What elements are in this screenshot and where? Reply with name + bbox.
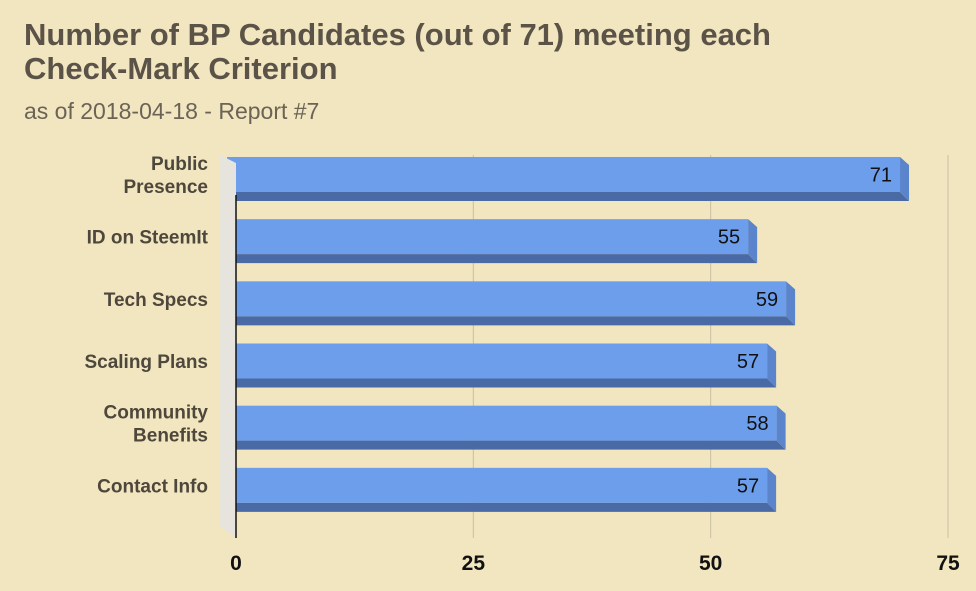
bar-bottom xyxy=(227,192,910,201)
bar-bottom xyxy=(227,502,777,512)
category-label: Contact Info xyxy=(97,476,208,497)
chart-title-line-2: Check-Mark Criterion xyxy=(24,51,338,86)
x-tick-label: 50 xyxy=(699,552,722,575)
bar-bottom xyxy=(227,316,796,326)
bar: 59 xyxy=(227,281,796,326)
category-label: ID on SteemIt xyxy=(87,228,209,249)
bar-bottom xyxy=(227,378,777,388)
bar-face xyxy=(227,157,901,192)
bar-face xyxy=(227,343,768,379)
bar: 57 xyxy=(227,467,777,512)
data-label: 58 xyxy=(746,413,768,435)
category-label: Public Presence xyxy=(123,154,208,198)
bar-face xyxy=(227,219,749,255)
category-label-line: Tech Specs xyxy=(104,290,208,311)
bar-side xyxy=(748,219,758,264)
chart-title-line-1: Number of BP Candidates (out of 71) meet… xyxy=(24,17,771,52)
x-tick-labels: 0 25 50 75 xyxy=(230,552,960,575)
bars: 71 55 59 57 58 57 xyxy=(227,157,910,512)
bar: 57 xyxy=(227,343,777,388)
data-label: 59 xyxy=(756,289,778,311)
bar-face xyxy=(227,467,768,503)
category-label: Scaling Plans xyxy=(84,352,208,373)
bar-face xyxy=(227,281,787,317)
bar-side xyxy=(767,467,777,512)
category-label: Tech Specs xyxy=(104,290,208,311)
category-labels: Public Presence ID on SteemIt Tech Specs Sca… xyxy=(84,154,208,497)
bar-face xyxy=(227,405,777,441)
data-label: 55 xyxy=(718,227,740,249)
bar: 58 xyxy=(227,405,786,450)
data-label: 57 xyxy=(737,475,759,497)
data-label: 71 xyxy=(870,165,892,187)
x-tick-label: 0 xyxy=(230,552,242,575)
bar-side xyxy=(767,343,777,388)
bar-bottom xyxy=(227,440,786,450)
category-label-line: Community xyxy=(104,403,209,424)
category-label-line: Contact Info xyxy=(97,476,208,497)
bar-side xyxy=(786,281,796,326)
bar: 55 xyxy=(227,219,758,264)
category-label-line: ID on SteemIt xyxy=(87,228,209,249)
category-label-line: Benefits xyxy=(133,426,208,447)
chart-title: Number of BP Candidates (out of 71) meet… xyxy=(24,18,924,86)
category-label: Community Benefits xyxy=(104,403,209,447)
x-tick-label: 25 xyxy=(462,552,486,575)
axis-wall xyxy=(220,155,236,538)
bar-side xyxy=(900,157,910,201)
bar: 71 xyxy=(227,157,910,201)
category-label-line: Presence xyxy=(123,177,208,198)
bar-side xyxy=(776,405,786,450)
category-label-line: Scaling Plans xyxy=(84,352,208,373)
category-label-line: Public xyxy=(151,154,208,175)
y-axis xyxy=(220,155,237,538)
data-label: 57 xyxy=(737,351,759,373)
bar-bottom xyxy=(227,254,758,264)
x-tick-label: 75 xyxy=(936,552,960,575)
chart-subtitle: as of 2018-04-18 - Report #7 xyxy=(24,98,320,124)
